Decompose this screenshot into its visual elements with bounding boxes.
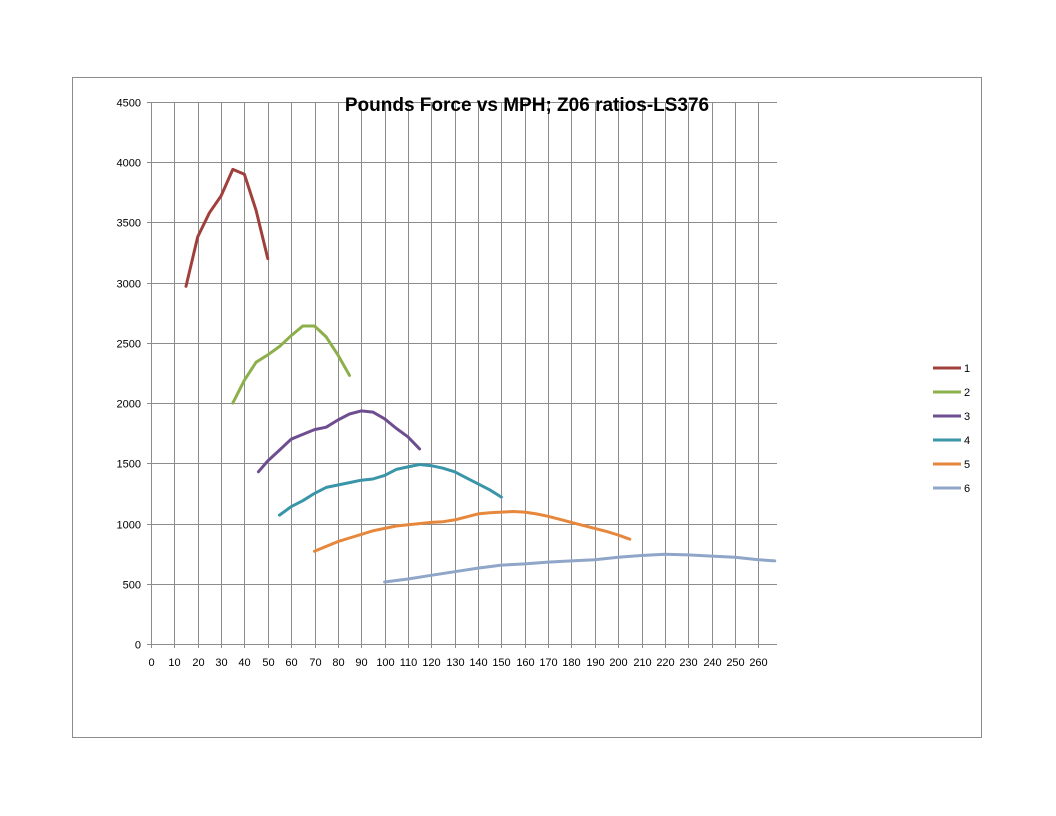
series-line-4 [278, 463, 503, 517]
y-tick-label: 0 [135, 640, 141, 652]
legend: 1 2 3 4 5 6 [933, 363, 970, 495]
x-tick-label: 80 [332, 657, 344, 669]
series-line-5 [313, 510, 632, 553]
grid-layer [151, 102, 777, 645]
x-tick-label: 180 [562, 657, 580, 669]
y-tick-label: 500 [123, 580, 141, 592]
legend-label-3: 3 [964, 411, 970, 423]
chart-title: Pounds Force vs MPH; Z06 ratios-LS376 [345, 95, 709, 116]
x-tick-label: 110 [400, 657, 418, 669]
x-tick-label: 220 [656, 657, 674, 669]
legend-label-2: 2 [964, 387, 970, 399]
x-tick-label: 130 [446, 657, 464, 669]
x-tick-label: 190 [586, 657, 604, 669]
legend-label-1: 1 [964, 363, 970, 375]
series-line-6 [383, 552, 777, 584]
y-tick-label: 4000 [117, 158, 141, 170]
x-tick-label: 30 [215, 657, 227, 669]
x-tick-label: 170 [539, 657, 557, 669]
series-line-2 [231, 324, 351, 405]
x-tick-label: 40 [238, 657, 250, 669]
x-tick-label: 250 [726, 657, 744, 669]
x-tick-label: 260 [749, 657, 767, 669]
x-tick-label: 210 [633, 657, 651, 669]
x-tick-label: 20 [192, 657, 204, 669]
y-tick-label: 1500 [117, 459, 141, 471]
y-tick-label: 3000 [117, 279, 141, 291]
x-tick-label: 160 [516, 657, 534, 669]
x-tick-label: 60 [285, 657, 297, 669]
chart-area: 0 500 1000 1500 2000 2500 3000 3500 4000 4500 0 10… [72, 77, 982, 738]
x-tick-label: 200 [609, 657, 627, 669]
y-tick-label: 1000 [117, 520, 141, 532]
x-tick-label: 120 [422, 657, 440, 669]
x-tick-label: 100 [376, 657, 394, 669]
x-tick-labels: 0 10 20 30 40 50 60 70 80 90 100 110 120 130 140 150 160… [148, 657, 767, 669]
y-tick-label: 2500 [117, 339, 141, 351]
series-line-1 [184, 167, 270, 288]
legend-label-4: 4 [964, 435, 970, 447]
legend-label-6: 6 [964, 483, 970, 495]
y-tick-label: 2000 [117, 399, 141, 411]
x-tick-label: 70 [309, 657, 321, 669]
x-tick-label: 230 [679, 657, 697, 669]
x-tick-label: 90 [355, 657, 367, 669]
x-tick-label: 50 [262, 657, 274, 669]
x-tick-label: 10 [168, 657, 180, 669]
y-tick-label: 3500 [117, 218, 141, 230]
y-tick-labels: 0 500 1000 1500 2000 2500 3000 3500 4000 4500 [117, 98, 141, 652]
series-line-3 [256, 409, 422, 474]
x-tick-label: 0 [148, 657, 154, 669]
x-tick-label: 240 [703, 657, 721, 669]
series-layer [184, 167, 777, 584]
x-tick-label: 140 [469, 657, 487, 669]
legend-label-5: 5 [964, 459, 970, 471]
x-tick-label: 150 [492, 657, 510, 669]
y-tick-label: 4500 [117, 98, 141, 110]
axes-layer [147, 102, 777, 648]
